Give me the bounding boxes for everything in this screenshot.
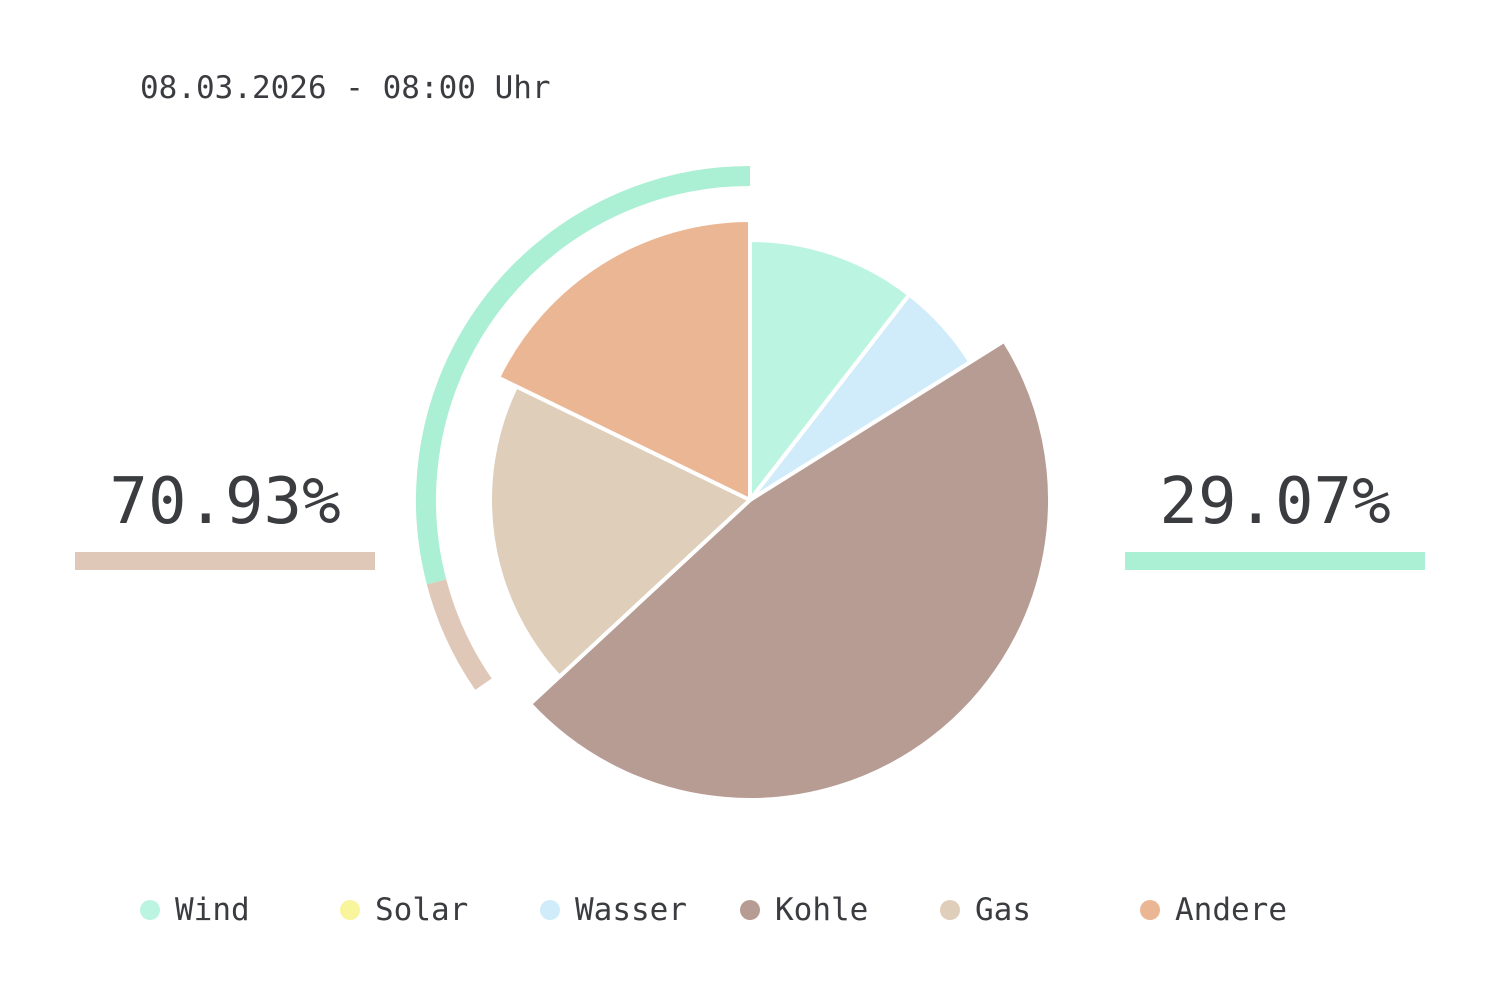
fossil-share-value: 70.93% — [109, 465, 341, 539]
pie-slice-andere — [496, 218, 752, 502]
legend-item-solar: Solar — [340, 890, 468, 930]
legend-swatch — [740, 900, 760, 920]
legend-label: Gas — [975, 892, 1031, 928]
legend-item-wind: Wind — [140, 890, 250, 930]
legend-item-wasser: Wasser — [540, 890, 687, 930]
renewable-share-bar — [1125, 552, 1425, 570]
legend-label: Wasser — [575, 892, 687, 928]
legend-label: Andere — [1175, 892, 1287, 928]
legend-item-andere: Andere — [1140, 890, 1287, 930]
legend-item-kohle: Kohle — [740, 890, 868, 930]
legend-swatch — [140, 900, 160, 920]
pie-slice-kohle — [528, 338, 1052, 802]
legend-swatch — [540, 900, 560, 920]
pie-slice-gas — [488, 384, 752, 679]
outer-arc-erneuerbar — [416, 166, 751, 585]
renewable-share-value: 29.07% — [1159, 465, 1391, 539]
legend-label: Solar — [375, 892, 469, 928]
legend-label: Kohle — [775, 892, 869, 928]
timestamp: 08.03.2026 - 08:00 Uhr — [140, 70, 551, 106]
legend-item-gas: Gas — [940, 890, 1031, 930]
fossil-share-stat: 70.93% — [75, 462, 375, 570]
renewable-share-stat: 29.07% — [1125, 462, 1425, 570]
legend-label: Wind — [175, 892, 250, 928]
chart-legend: Wind Solar Wasser Kohle Gas Andere — [140, 890, 1440, 930]
legend-swatch — [1140, 900, 1160, 920]
legend-swatch — [340, 900, 360, 920]
fossil-share-bar — [75, 552, 375, 570]
pie-slice-wind — [748, 238, 912, 502]
legend-swatch — [940, 900, 960, 920]
outer-arc-fossil — [426, 579, 492, 690]
